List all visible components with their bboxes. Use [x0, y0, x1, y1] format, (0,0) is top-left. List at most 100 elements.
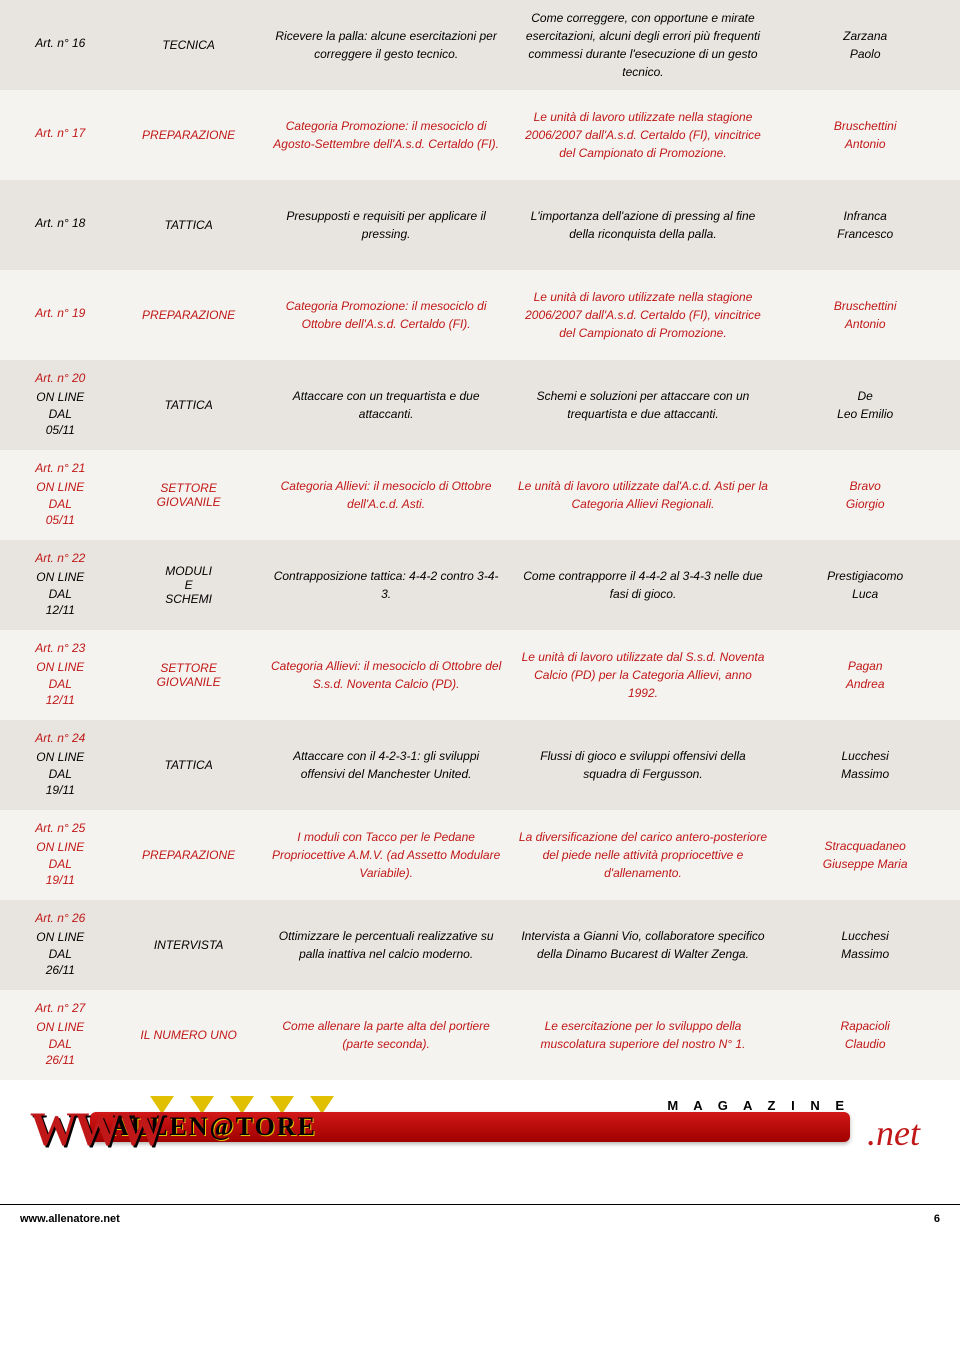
description-cell: Le unità di lavoro utilizzate nella stag…	[510, 108, 777, 162]
description-cell: Intervista a Gianni Vio, collaboratore s…	[510, 927, 777, 963]
category-cell: SETTOREGIOVANILE	[115, 481, 263, 509]
table-row: Art. n° 17PREPARAZIONECategoria Promozio…	[0, 90, 960, 180]
article-number: Art. n° 22	[6, 551, 115, 565]
article-cell: Art. n° 18	[6, 216, 115, 234]
title-cell: Ottimizzare le percentuali realizzative …	[263, 927, 510, 963]
article-number: Art. n° 21	[6, 461, 115, 475]
author-cell: BravoGiorgio	[776, 477, 954, 513]
articles-table: Art. n° 16TECNICARicevere la palla: alcu…	[0, 0, 960, 1080]
table-row: Art. n° 25 ON LINEDAL19/11PREPARAZIONEI m…	[0, 810, 960, 900]
article-number: Art. n° 24	[6, 731, 115, 745]
description-cell: La diversificazione del carico antero-po…	[510, 828, 777, 882]
category-cell: TECNICA	[115, 38, 263, 52]
banner-www: WWW	[30, 1102, 162, 1157]
category-cell: TATTICA	[115, 218, 263, 232]
title-cell: Ricevere la palla: alcune esercitazioni …	[263, 27, 510, 63]
author-cell: PaganAndrea	[776, 657, 954, 693]
author-cell: StracquadaneoGiuseppe Maria	[776, 837, 954, 873]
category-cell: PREPARAZIONE	[115, 848, 263, 862]
article-cell: Art. n° 19	[6, 306, 115, 324]
description-cell: Come contrapporre il 4-4-2 al 3-4-3 nell…	[510, 567, 777, 603]
article-number: Art. n° 17	[6, 126, 115, 140]
category-cell: TATTICA	[115, 758, 263, 772]
article-cell: Art. n° 16	[6, 36, 115, 54]
title-cell: Contrapposizione tattica: 4-4-2 contro 3…	[263, 567, 510, 603]
online-date: ON LINEDAL19/11	[6, 839, 115, 889]
article-cell: Art. n° 24 ON LINEDAL19/11	[6, 731, 115, 799]
site-banner: M A G A Z I N E ALLEN@TORE WWW .net	[30, 1094, 930, 1164]
table-row: Art. n° 18TATTICAPresupposti e requisiti…	[0, 180, 960, 270]
category-cell: IL NUMERO UNO	[115, 1028, 263, 1042]
article-number: Art. n° 19	[6, 306, 115, 320]
table-row: Art. n° 27 ON LINEDAL26/11IL NUMERO UNOCo…	[0, 990, 960, 1080]
article-cell: Art. n° 21 ON LINEDAL05/11	[6, 461, 115, 529]
article-number: Art. n° 18	[6, 216, 115, 230]
title-cell: Categoria Promozione: il mesociclo di Ag…	[263, 117, 510, 153]
author-cell: DeLeo Emilio	[776, 387, 954, 423]
title-cell: Attaccare con un trequartista e due atta…	[263, 387, 510, 423]
footer-page-number: 6	[934, 1213, 940, 1225]
article-cell: Art. n° 22 ON LINEDAL12/11	[6, 551, 115, 619]
author-cell: LucchesiMassimo	[776, 747, 954, 783]
description-cell: Come correggere, con opportune e mirate …	[510, 9, 777, 81]
table-row: Art. n° 16TECNICARicevere la palla: alcu…	[0, 0, 960, 90]
author-cell: LucchesiMassimo	[776, 927, 954, 963]
category-cell: INTERVISTA	[115, 938, 263, 952]
table-row: Art. n° 23 ON LINEDAL12/11SETTOREGIOVANIL…	[0, 630, 960, 720]
online-date: ON LINEDAL12/11	[6, 569, 115, 619]
description-cell: Le unità di lavoro utilizzate dal S.s.d.…	[510, 648, 777, 702]
online-date: ON LINEDAL26/11	[6, 929, 115, 979]
table-row: Art. n° 22ON LINEDAL12/11MODULIESCHEMICo…	[0, 540, 960, 630]
page-footer: www.allenatore.net 6	[0, 1205, 960, 1237]
table-row: Art. n° 21 ON LINEDAL05/11SETTOREGIOVANIL…	[0, 450, 960, 540]
article-cell: Art. n° 26 ON LINEDAL26/11	[6, 911, 115, 979]
article-number: Art. n° 26	[6, 911, 115, 925]
description-cell: L'importanza dell'azione di pressing al …	[510, 207, 777, 243]
category-cell: TATTICA	[115, 398, 263, 412]
article-number: Art. n° 16	[6, 36, 115, 50]
article-cell: Art. n° 25 ON LINEDAL19/11	[6, 821, 115, 889]
banner-magazine-label: M A G A Z I N E	[667, 1098, 850, 1113]
description-cell: Le esercitazione per lo sviluppo della m…	[510, 1017, 777, 1053]
table-row: Art. n° 26 ON LINEDAL26/11INTERVISTAOttim…	[0, 900, 960, 990]
title-cell: Presupposti e requisiti per applicare il…	[263, 207, 510, 243]
category-cell: PREPARAZIONE	[115, 128, 263, 142]
table-row: Art. n° 20 ON LINEDAL05/11TATTICAAttaccar…	[0, 360, 960, 450]
description-cell: Schemi e soluzioni per attaccare con un …	[510, 387, 777, 423]
category-cell: MODULIESCHEMI	[115, 564, 263, 606]
description-cell: Le unità di lavoro utilizzate dal'A.c.d.…	[510, 477, 777, 513]
online-date: ON LINEDAL05/11	[6, 389, 115, 439]
author-cell: ZarzanaPaolo	[776, 27, 954, 63]
title-cell: Categoria Allievi: il mesociclo di Ottob…	[263, 657, 510, 693]
article-cell: Art. n° 20 ON LINEDAL05/11	[6, 371, 115, 439]
author-cell: InfrancaFrancesco	[776, 207, 954, 243]
online-date: ON LINEDAL19/11	[6, 749, 115, 799]
article-cell: Art. n° 17	[6, 126, 115, 144]
title-cell: Come allenare la parte alta del portiere…	[263, 1017, 510, 1053]
author-cell: BruschettiniAntonio	[776, 117, 954, 153]
article-cell: Art. n° 27 ON LINEDAL26/11	[6, 1001, 115, 1069]
footer-url: www.allenatore.net	[20, 1213, 120, 1225]
banner-net: .net	[867, 1112, 920, 1154]
table-row: Art. n° 24 ON LINEDAL19/11TATTICAAttaccar…	[0, 720, 960, 810]
category-cell: PREPARAZIONE	[115, 308, 263, 322]
article-number: Art. n° 25	[6, 821, 115, 835]
article-cell: Art. n° 23 ON LINEDAL12/11	[6, 641, 115, 709]
author-cell: PrestigiacomoLuca	[776, 567, 954, 603]
article-number: Art. n° 23	[6, 641, 115, 655]
category-cell: SETTOREGIOVANILE	[115, 661, 263, 689]
article-number: Art. n° 20	[6, 371, 115, 385]
title-cell: I moduli con Tacco per le Pedane Proprio…	[263, 828, 510, 882]
online-date: ON LINEDAL26/11	[6, 1019, 115, 1069]
online-date: ON LINEDAL12/11	[6, 659, 115, 709]
description-cell: Flussi di gioco e sviluppi offensivi del…	[510, 747, 777, 783]
title-cell: Categoria Promozione: il mesociclo di Ot…	[263, 297, 510, 333]
title-cell: Categoria Allievi: il mesociclo di Ottob…	[263, 477, 510, 513]
author-cell: RapacioliClaudio	[776, 1017, 954, 1053]
table-row: Art. n° 19PREPARAZIONECategoria Promozio…	[0, 270, 960, 360]
title-cell: Attaccare con il 4-2-3-1: gli sviluppi o…	[263, 747, 510, 783]
article-number: Art. n° 27	[6, 1001, 115, 1015]
author-cell: BruschettiniAntonio	[776, 297, 954, 333]
description-cell: Le unità di lavoro utilizzate nella stag…	[510, 288, 777, 342]
online-date: ON LINEDAL05/11	[6, 479, 115, 529]
